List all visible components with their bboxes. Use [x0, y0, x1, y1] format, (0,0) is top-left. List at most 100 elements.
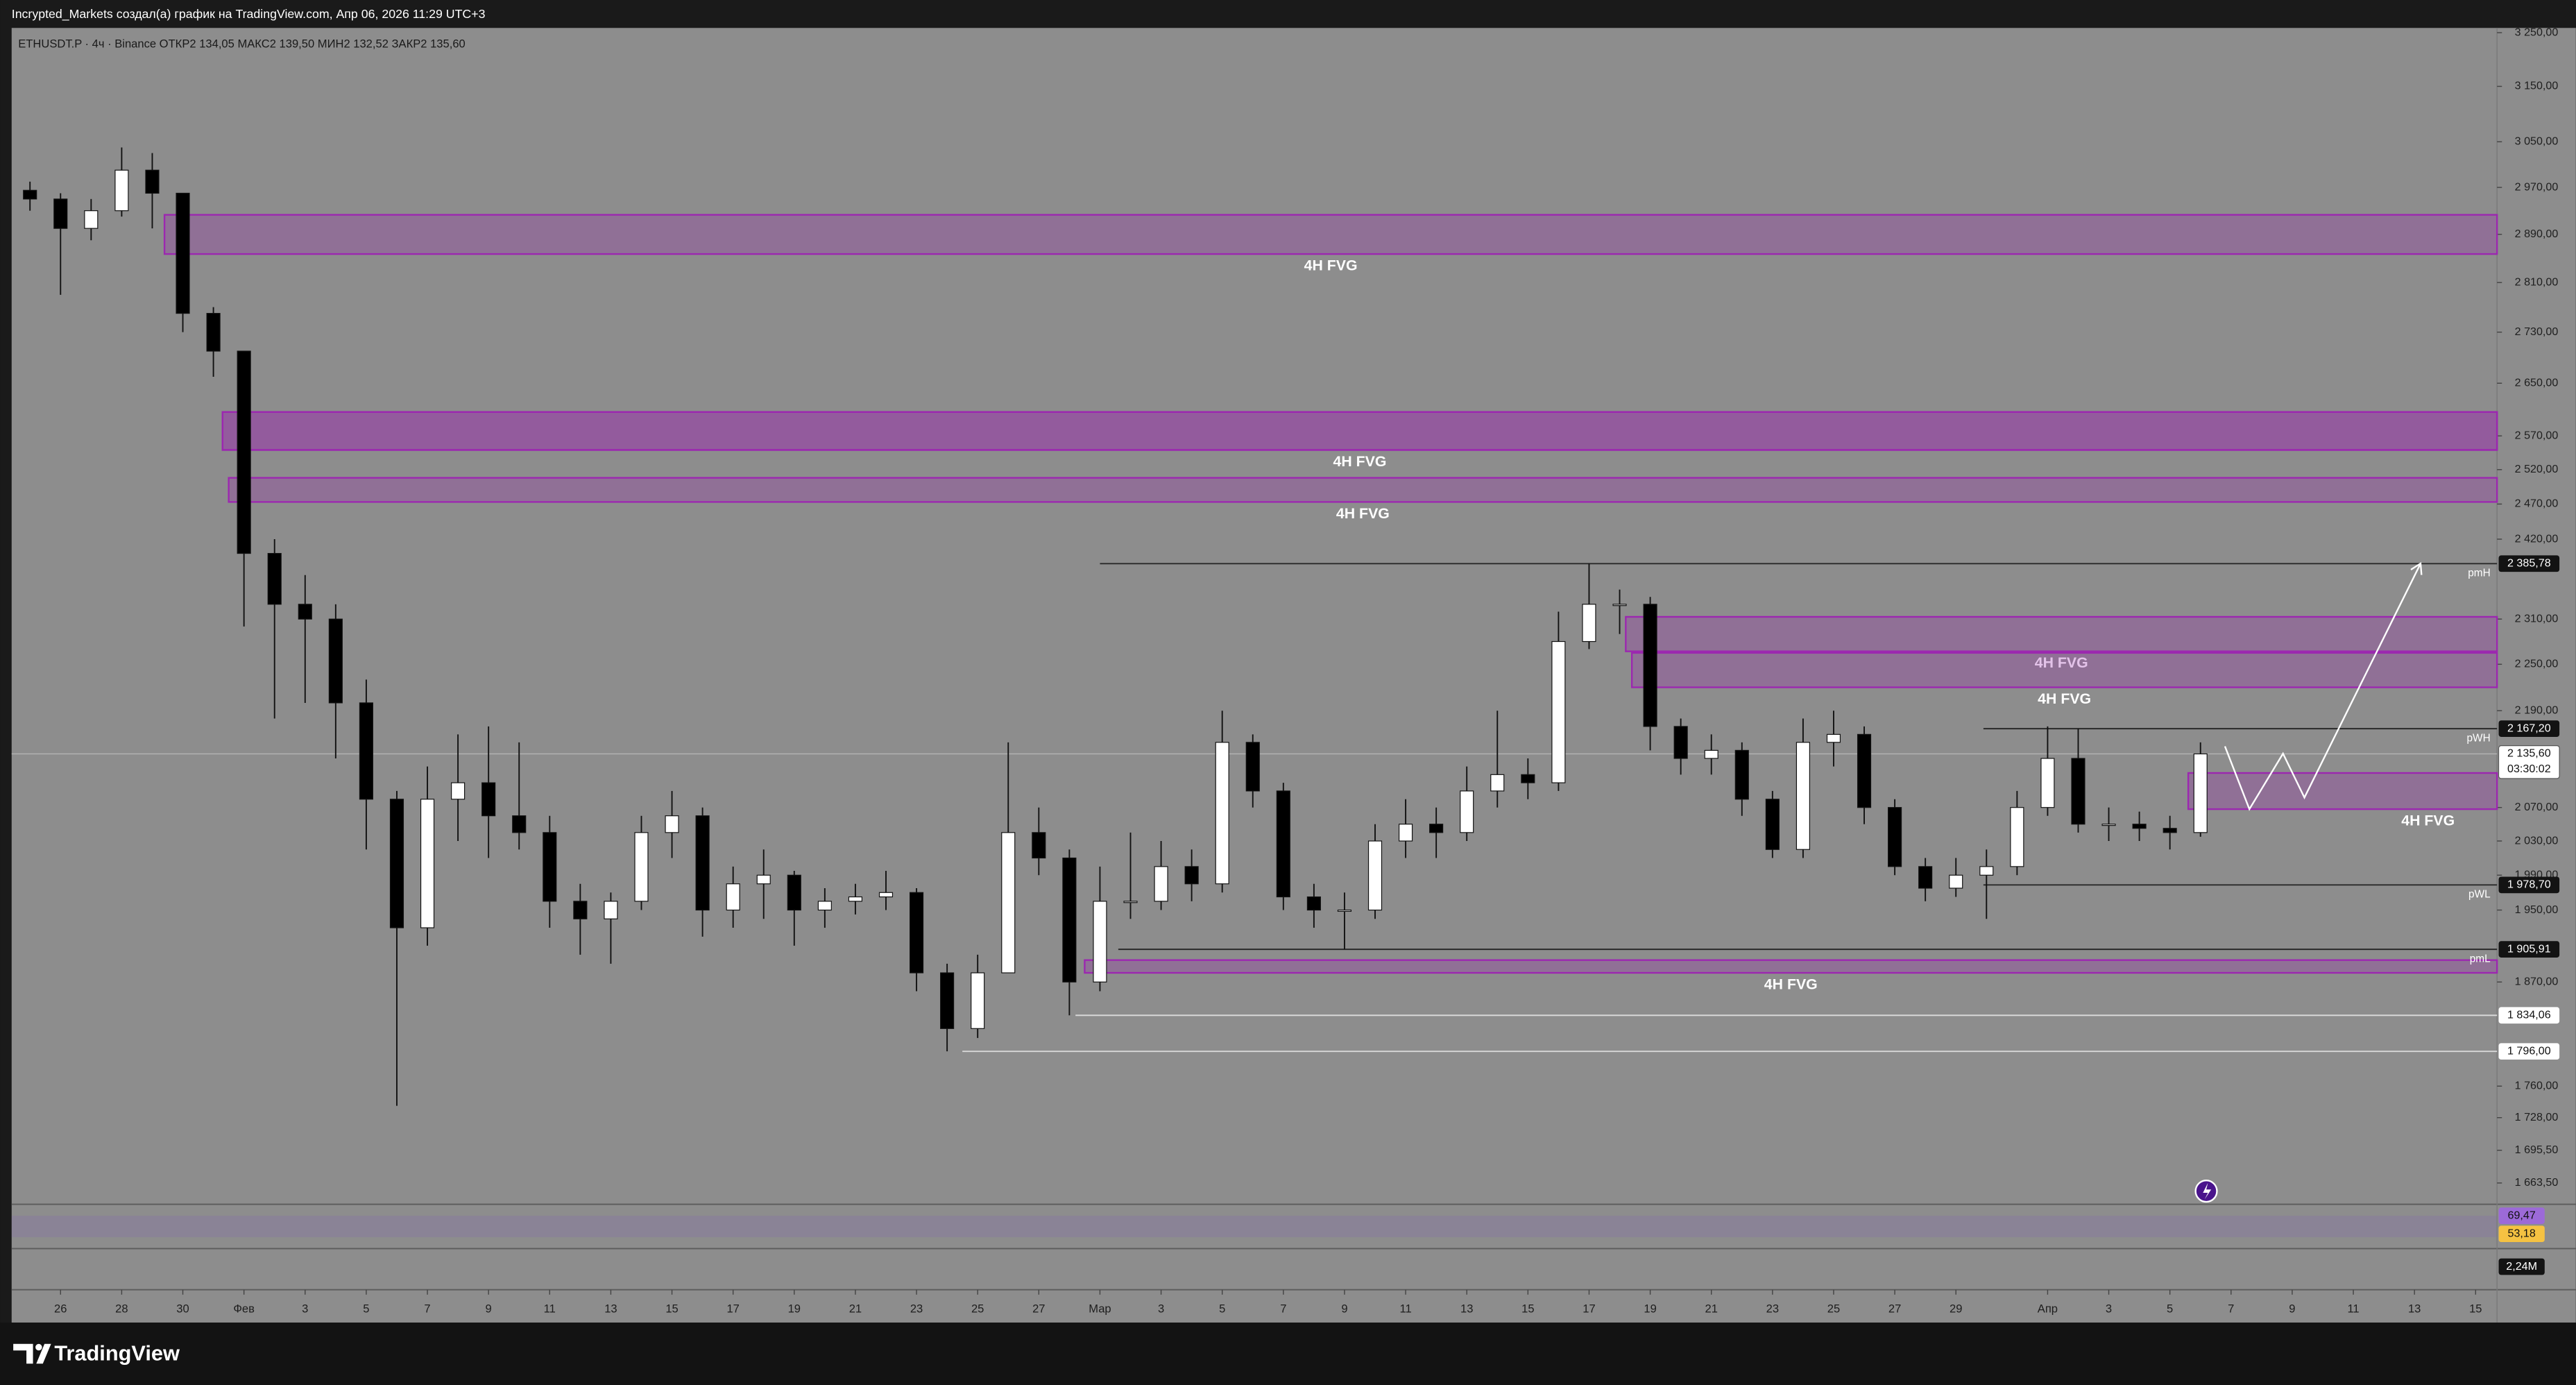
price-tag-label: 1 834,06	[2507, 1009, 2551, 1021]
indicator-tag	[2498, 1225, 2545, 1243]
x-tick-label: 15	[1521, 1302, 1534, 1315]
y-tick-label: 1 760,00	[2515, 1080, 2559, 1092]
fvg-label: 4H FVG	[1336, 505, 1390, 522]
x-tick-label: 17	[726, 1302, 739, 1315]
author-line: Incrypted_Markets создал(а) график на Tr…	[12, 7, 486, 22]
candle-body	[695, 815, 710, 911]
y-tick-label: 2 190,00	[2515, 704, 2559, 716]
candle-body	[53, 198, 68, 229]
indicator-tag-label: 69,47	[2508, 1209, 2536, 1221]
candle-body	[328, 618, 343, 704]
candle-body	[176, 192, 190, 314]
x-tick-label: 25	[1827, 1302, 1840, 1315]
candle-body	[1918, 866, 1933, 889]
symbol-legend: ETHUSDT.P · 4ч · Binance ОТКР2 134,05 МА…	[18, 37, 466, 50]
x-tick-label: 9	[486, 1302, 492, 1315]
x-tick-label: 17	[1583, 1302, 1595, 1315]
candle-body	[2101, 824, 2116, 826]
candle-body	[1551, 640, 1566, 783]
candle-body	[1612, 604, 1627, 606]
fvg-label: 4H FVG	[1333, 453, 1387, 470]
fvg-zone	[1084, 959, 2498, 974]
candle-body	[2071, 758, 2085, 825]
candle-body	[298, 604, 312, 620]
x-tick-label: 5	[1219, 1302, 1225, 1315]
x-tick-label: Фев	[233, 1302, 255, 1315]
y-tick-label: 2 970,00	[2515, 180, 2559, 193]
fvg-zone	[163, 214, 2498, 255]
price-tag	[2498, 1043, 2560, 1060]
y-tick-label: 2 810,00	[2515, 275, 2559, 288]
candle-body	[23, 189, 37, 200]
y-tick-label: 2 310,00	[2515, 612, 2559, 624]
candle-body	[848, 896, 862, 902]
fvg-label: 4H FVG	[1304, 257, 1358, 273]
fvg-zone	[1630, 652, 2498, 688]
price-tag-label: 2 167,20	[2507, 722, 2551, 734]
candle-body	[451, 782, 466, 800]
candle-body	[84, 210, 99, 229]
x-tick-label: 3	[302, 1302, 308, 1315]
x-tick-label: 27	[1032, 1302, 1045, 1315]
candle-body	[1001, 832, 1016, 974]
candle-body	[237, 350, 251, 554]
fvg-zone	[2187, 772, 2498, 810]
x-tick-label: 21	[849, 1302, 862, 1315]
footer	[0, 1323, 2576, 1385]
candle-body	[1429, 824, 1444, 833]
projection	[2224, 563, 2422, 811]
candle-body	[1949, 874, 1963, 889]
fvg-label: 4H FVG	[2401, 812, 2455, 829]
candle-body	[1826, 733, 1841, 743]
x-tick-label: 5	[2167, 1302, 2173, 1315]
fvg-label: 4H FVG	[2035, 654, 2088, 671]
x-tick-label: 30	[176, 1302, 189, 1315]
projection-arrowhead	[2410, 561, 2423, 575]
logo[interactable]: TradingView	[54, 1341, 180, 1365]
candle-body	[940, 972, 955, 1029]
level-label: pWH	[2467, 732, 2491, 744]
x-tick-label: 25	[971, 1302, 984, 1315]
level-label: pWL	[2468, 889, 2491, 901]
price-tag	[2498, 555, 2560, 572]
candle-body	[1460, 790, 1474, 833]
y-tick-label: 3 150,00	[2515, 80, 2559, 92]
x-tick-label: 11	[1399, 1302, 1411, 1315]
price-tag	[2498, 745, 2560, 779]
fvg-label: 4H FVG	[2038, 690, 2091, 707]
x-tick-label: 11	[2347, 1302, 2359, 1315]
candle-body	[573, 901, 588, 919]
x-tick-label: 21	[1705, 1302, 1717, 1315]
candle-body	[787, 874, 801, 911]
y-tick-label: 2 470,00	[2515, 498, 2559, 510]
x-tick-label: 3	[1158, 1302, 1164, 1315]
candle-body	[145, 169, 160, 194]
candle-body	[1521, 774, 1535, 783]
candle-body	[1306, 896, 1321, 911]
x-tick-label: Мар	[1089, 1302, 1111, 1315]
price-tag-label: 1 796,00	[2507, 1044, 2551, 1057]
y-tick-label: 1 950,00	[2515, 903, 2559, 916]
candle-body	[665, 815, 679, 833]
price-tag	[2498, 1007, 2560, 1024]
y-tick-label: 2 650,00	[2515, 377, 2559, 389]
x-tick-label: 26	[54, 1302, 67, 1315]
x-tick-label: 15	[2469, 1302, 2482, 1315]
countdown: 03:30:02	[2507, 763, 2551, 775]
x-tick-label: 28	[115, 1302, 128, 1315]
candle-body	[1215, 742, 1229, 885]
candle-body	[1704, 749, 1718, 759]
x-tick-label: 13	[604, 1302, 617, 1315]
candle-body	[878, 892, 894, 898]
candle-body	[634, 832, 649, 902]
candle-body	[2163, 828, 2177, 833]
candle-body	[1765, 799, 1780, 850]
price-tag	[2498, 876, 2560, 894]
x-tick-label: 9	[1341, 1302, 1347, 1315]
candle-body	[1032, 832, 1046, 859]
candle-body	[1399, 824, 1413, 842]
candle-body	[1337, 909, 1352, 912]
candle-body	[1979, 866, 1994, 876]
x-tick-label: 23	[910, 1302, 923, 1315]
y-tick-label: 2 420,00	[2515, 532, 2559, 545]
